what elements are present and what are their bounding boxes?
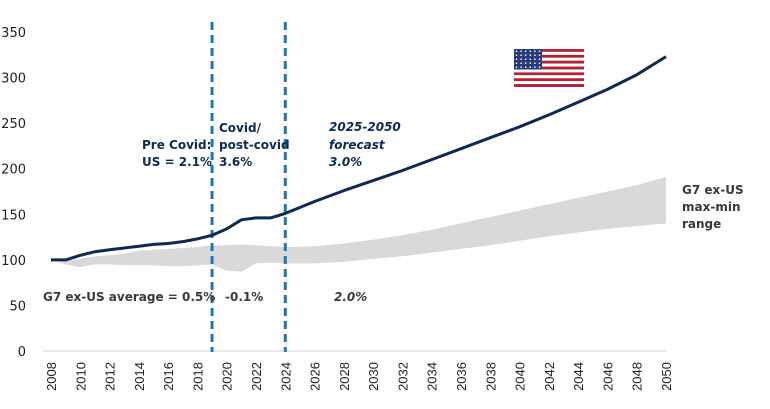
pre-covid-rate: US = 2.1% <box>142 155 212 169</box>
x-axis-ticks: 2008 2010 2012 2014 2016 2018 2020 2022 2024 2026… <box>44 362 674 391</box>
g7-average-label: G7 ex-US average = 0.5% <box>43 290 215 304</box>
flag-star <box>520 54 522 56</box>
x-tick-label: 2034 <box>425 362 440 391</box>
flag-stripe <box>514 60 584 64</box>
flag-stripe <box>514 81 584 85</box>
range-label-line1: G7 ex-US <box>682 183 744 197</box>
x-tick-label: 2038 <box>483 362 498 391</box>
flag-star <box>534 54 536 56</box>
flag-star <box>520 62 522 64</box>
flag-star <box>515 62 518 64</box>
flag-star <box>515 50 518 52</box>
x-tick-label: 2018 <box>190 362 205 391</box>
flag-stripe <box>514 54 584 58</box>
x-tick-label: 2016 <box>161 362 176 391</box>
flag-star <box>534 50 536 52</box>
flag-star <box>524 62 527 64</box>
flag-star <box>534 58 536 60</box>
flag-star <box>529 58 532 60</box>
flag-stripe <box>514 49 584 52</box>
y-tick-label: 0 <box>18 345 26 360</box>
x-tick-label: 2030 <box>366 362 381 391</box>
x-tick-label: 2008 <box>44 362 59 391</box>
flag-star <box>538 62 541 64</box>
flag-star <box>529 54 532 56</box>
flag-star <box>524 54 527 56</box>
x-tick-label: 2046 <box>600 362 615 391</box>
x-tick-label: 2040 <box>513 362 528 391</box>
x-tick-label: 2026 <box>308 362 323 391</box>
g7-forecast-rate: 2.0% <box>334 290 367 304</box>
range-label-line2: max-min <box>682 200 740 214</box>
x-tick-label: 2042 <box>542 362 557 391</box>
flag-star <box>520 50 522 52</box>
flag-star <box>520 58 522 60</box>
x-tick-label: 2024 <box>278 362 293 391</box>
covid-rate: 3.6% <box>219 155 252 169</box>
flag-stripe <box>514 63 584 67</box>
us-line-layer <box>51 55 667 262</box>
flag-star <box>538 54 541 56</box>
flag-star <box>515 54 518 56</box>
x-tick-label: 2044 <box>571 362 586 391</box>
g7-covid-rate: -0.1% <box>225 290 263 304</box>
x-tick-label: 2020 <box>220 362 235 391</box>
flag-star <box>538 58 541 60</box>
flag-star <box>538 50 541 52</box>
x-tick-label: 2012 <box>103 362 118 391</box>
y-tick-label: 300 <box>1 72 26 87</box>
y-axis-ticks: 0 50 100 150 200 250 300 350 <box>1 26 26 360</box>
forecast-rate: 3.0% <box>329 155 362 169</box>
period-dividers <box>210 22 287 352</box>
flag-stripe <box>514 72 584 76</box>
x-tick-label: 2048 <box>630 362 645 391</box>
covid-label-line2: post-covid <box>219 138 290 152</box>
y-tick-label: 350 <box>1 26 26 41</box>
flag-star <box>529 50 532 52</box>
flag-star <box>529 66 532 68</box>
flag-star <box>515 66 518 68</box>
flag-star <box>538 66 541 68</box>
x-tick-label: 2014 <box>132 362 147 391</box>
x-tick-label: 2050 <box>659 362 674 391</box>
x-tick-label: 2010 <box>73 362 88 391</box>
flag-star <box>524 66 527 68</box>
flag-stripe <box>514 78 584 82</box>
us-flag-icon <box>514 49 584 87</box>
flag-stripe <box>514 51 584 55</box>
flag-stripe <box>514 75 584 79</box>
flag-stripe <box>514 69 584 73</box>
us-series-line <box>51 55 667 262</box>
flag-stripe <box>514 66 584 70</box>
forecast-label-line1: 2025-2050 <box>329 120 401 134</box>
y-tick-label: 150 <box>1 208 26 223</box>
flag-star <box>534 66 536 68</box>
flag-stripe <box>514 57 584 61</box>
x-tick-label: 2022 <box>249 362 264 391</box>
x-tick-label: 2036 <box>454 362 469 391</box>
g7-range-band-layer <box>51 176 666 272</box>
g7-range-band <box>51 176 666 272</box>
pre-covid-label: Pre Covid: <box>142 138 211 152</box>
covid-label-line1: Covid/ <box>219 121 262 135</box>
y-tick-label: 250 <box>1 117 26 132</box>
flag-star <box>520 66 522 68</box>
forecast-label-line2: forecast <box>329 138 386 152</box>
range-label-line3: range <box>682 217 721 231</box>
flag-stripe <box>514 84 584 87</box>
flag-star <box>524 50 527 52</box>
y-tick-label: 200 <box>1 163 26 178</box>
y-tick-label: 50 <box>9 299 26 314</box>
flag-star <box>529 62 532 64</box>
flag-star <box>524 58 527 60</box>
x-tick-label: 2028 <box>337 362 352 391</box>
flag-star <box>515 58 518 60</box>
y-tick-label: 100 <box>1 254 26 269</box>
x-tick-label: 2032 <box>395 362 410 391</box>
flag-star <box>534 62 536 64</box>
